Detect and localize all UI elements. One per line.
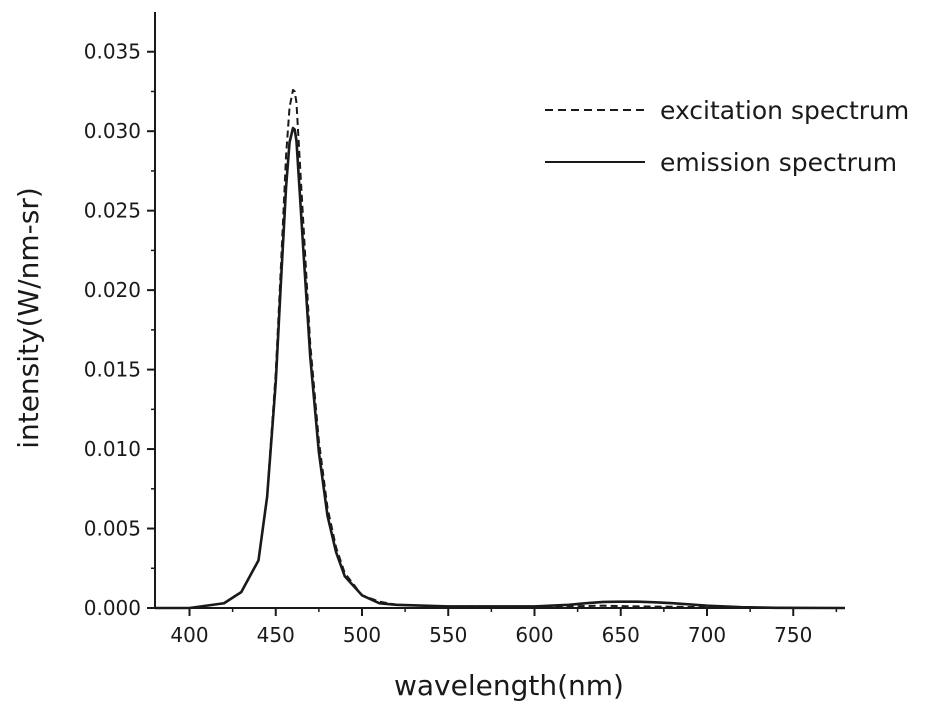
y-axis-title: intensity(W/nm-sr) [12, 187, 45, 449]
y-tick-label: 0.010 [84, 437, 141, 461]
y-axis-ticks: 0.000 0.005 0.010 0.015 0.020 0.025 0.030 0.035 [84, 40, 155, 620]
x-axis-title: wavelength(nm) [394, 669, 624, 702]
legend: excitation spectrum emission spectrum [545, 96, 909, 177]
x-tick-label: 500 [343, 623, 381, 647]
legend-label-excitation: excitation spectrum [660, 96, 909, 125]
legend-label-emission: emission spectrum [660, 148, 897, 177]
x-axis-ticks: 400 450 500 550 600 650 700 750 [170, 608, 838, 647]
y-tick-label: 0.000 [84, 596, 141, 620]
y-tick-label: 0.025 [84, 199, 141, 223]
x-tick-label: 750 [774, 623, 812, 647]
x-tick-label: 650 [602, 623, 640, 647]
y-tick-label: 0.020 [84, 278, 141, 302]
y-tick-label: 0.015 [84, 358, 141, 382]
plot-area [155, 88, 846, 610]
x-tick-label: 450 [257, 623, 295, 647]
y-tick-label: 0.035 [84, 40, 141, 64]
y-tick-label: 0.005 [84, 517, 141, 541]
x-tick-label: 700 [688, 623, 726, 647]
x-tick-label: 600 [515, 623, 553, 647]
y-tick-label: 0.030 [84, 119, 141, 143]
emission-spectrum-line [155, 126, 846, 610]
x-tick-label: 550 [429, 623, 467, 647]
x-tick-label: 400 [170, 623, 208, 647]
